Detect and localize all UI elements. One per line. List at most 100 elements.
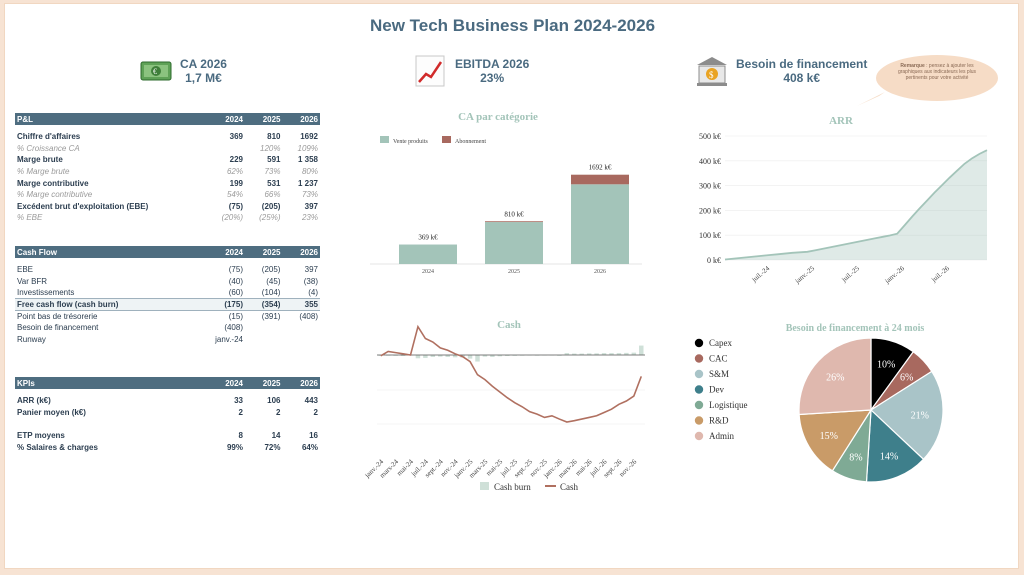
row-value: 73%: [301, 190, 318, 200]
row-label: Runway: [17, 334, 46, 344]
pie-label: 8%: [849, 453, 862, 464]
chart-title: Besoin de financement à 24 mois: [786, 323, 925, 334]
pie-slice: [870, 370, 944, 461]
row-value: (25%): [259, 213, 281, 223]
row-value: 62%: [226, 167, 243, 177]
row-value: 531: [267, 178, 281, 188]
cash-line: [380, 324, 643, 423]
legend-swatch: [380, 136, 389, 143]
legend-swatch: [480, 482, 489, 490]
row-value: (104): [261, 288, 281, 298]
pie-slice: [798, 337, 872, 416]
row-value: 229: [229, 155, 243, 165]
legend-label: CAC: [709, 354, 728, 364]
row-value: (408): [224, 323, 243, 333]
row-value: 80%: [301, 167, 318, 177]
table-row: Free cash flow (cash burn) (175) (354) 355: [15, 298, 320, 311]
legend-label: S&M: [709, 369, 729, 379]
kpi-table: KPIs 2024 2025 2026 ARR (k€) 33 106 443 Panier m…: [15, 377, 320, 453]
financing-pie-chart: Besoin de financement à 24 mois Capex CAC S…: [694, 323, 944, 483]
cash-burn-bar: [639, 345, 644, 355]
row-value: 355: [282, 298, 320, 311]
row-label: Panier moyen (k€): [17, 407, 86, 417]
row-label: ARR (k€): [17, 396, 51, 406]
legend-swatch: [694, 385, 704, 394]
arr-chart: ARR 0 k€ 100 k€ 200 k€ 300 k€ 400 k€ 500 k€ jui…: [699, 115, 988, 286]
cash-burn-bar: [557, 355, 562, 356]
cf-header-cell: Cash Flow: [15, 246, 208, 258]
cash-burn-bar: [482, 355, 488, 357]
row-label: Free cash flow (cash burn): [15, 298, 208, 311]
kpi-ebitda-value: 23%: [480, 71, 505, 85]
cash-burn-bar: [505, 355, 510, 356]
row-value: 2: [313, 407, 318, 417]
bar-segment: [571, 184, 629, 264]
cash-burn-bar: [430, 355, 436, 357]
arr-line: [724, 149, 988, 261]
row-label: Var BFR: [17, 276, 48, 286]
row-label: % Croissance CA: [17, 143, 80, 153]
row-value: janv.-24: [215, 334, 243, 344]
chart-title: ARR: [829, 115, 854, 127]
legend-swatch: [694, 369, 704, 379]
y-tick-label: 100 k€: [699, 231, 721, 240]
row-value: 443: [304, 396, 318, 406]
kp-header-row: KPIs 2024 2025 2026: [15, 377, 320, 389]
legend-label: R&D: [709, 416, 729, 426]
legend-label: Capex: [709, 338, 732, 348]
row-label: Excédent brut d'exploitation (EBE): [17, 201, 149, 211]
row-value: (205): [261, 265, 281, 275]
row-label: % Marge brute: [17, 167, 70, 177]
pl-header-cell: 2024: [207, 113, 245, 125]
pie-label: 15%: [820, 431, 838, 442]
cf-header-cell: 2025: [245, 246, 283, 258]
table-row: Chiffre d'affaires 369 810 1692: [15, 131, 320, 143]
row-value: 1 358: [297, 155, 318, 165]
kpi-financing-label: Besoin de financement: [736, 57, 868, 71]
chart-title: CA par catégorie: [458, 111, 538, 123]
table-row: Var BFR (40) (45) (38): [15, 276, 320, 288]
cash-burn-bar: [564, 353, 570, 355]
legend-swatch: [694, 416, 704, 425]
pie-label: 14%: [880, 452, 898, 463]
legend-label: Dev: [709, 385, 724, 395]
kp-header-cell: 2025: [245, 377, 283, 389]
row-value: 72%: [264, 442, 281, 452]
row-value: 810: [267, 132, 281, 142]
row-label: Besoin de financement: [17, 323, 99, 333]
row-label: % Marge contributive: [17, 190, 93, 200]
row-value: 64%: [301, 442, 318, 452]
kpi-ca-value: 1,7 M€: [185, 71, 222, 85]
money-icon: €: [140, 61, 172, 81]
x-tick-label: janv.-26: [883, 264, 907, 286]
row-label: Point bas de trésorerie: [17, 311, 98, 321]
chart-up-icon: [415, 55, 445, 87]
x-tick-label: 2026: [594, 269, 606, 275]
kpi-ebitda: EBITDA 2026 23%: [413, 54, 529, 88]
legend-swatch: [694, 431, 704, 441]
data-label: 810 k€: [504, 210, 524, 218]
cash-burn-bar: [616, 353, 622, 355]
row-value: 8: [238, 431, 243, 441]
cf-header-row: Cash Flow 2024 2025 2026: [15, 246, 320, 258]
row-value: [208, 418, 245, 430]
cash-burn-bar: [393, 355, 398, 356]
cash-burn-bar: [467, 355, 473, 359]
arr-area: [725, 150, 987, 260]
remark-callout: Remarque : pensez à ajouter les graphiqu…: [876, 55, 998, 101]
row-label: EBE: [17, 265, 34, 275]
row-value: (175): [207, 298, 245, 311]
row-value: 397: [304, 201, 318, 211]
svg-text:€: €: [153, 67, 157, 76]
cash-burn-bar: [400, 355, 406, 356]
row-value: (4): [308, 288, 318, 298]
kp-header-cell: 2024: [207, 377, 245, 389]
table-row: % Marge brute 62% 73% 80%: [15, 166, 320, 178]
page-title: New Tech Business Plan 2024-2026: [369, 16, 656, 35]
row-value: 14: [271, 431, 281, 441]
row-label: Marge brute: [17, 155, 63, 165]
cash-burn-bar: [631, 352, 637, 355]
cash-burn-bar: [579, 353, 584, 355]
kpi-financing-value: 408 k€: [783, 71, 821, 85]
legend-swatch: [694, 400, 704, 410]
